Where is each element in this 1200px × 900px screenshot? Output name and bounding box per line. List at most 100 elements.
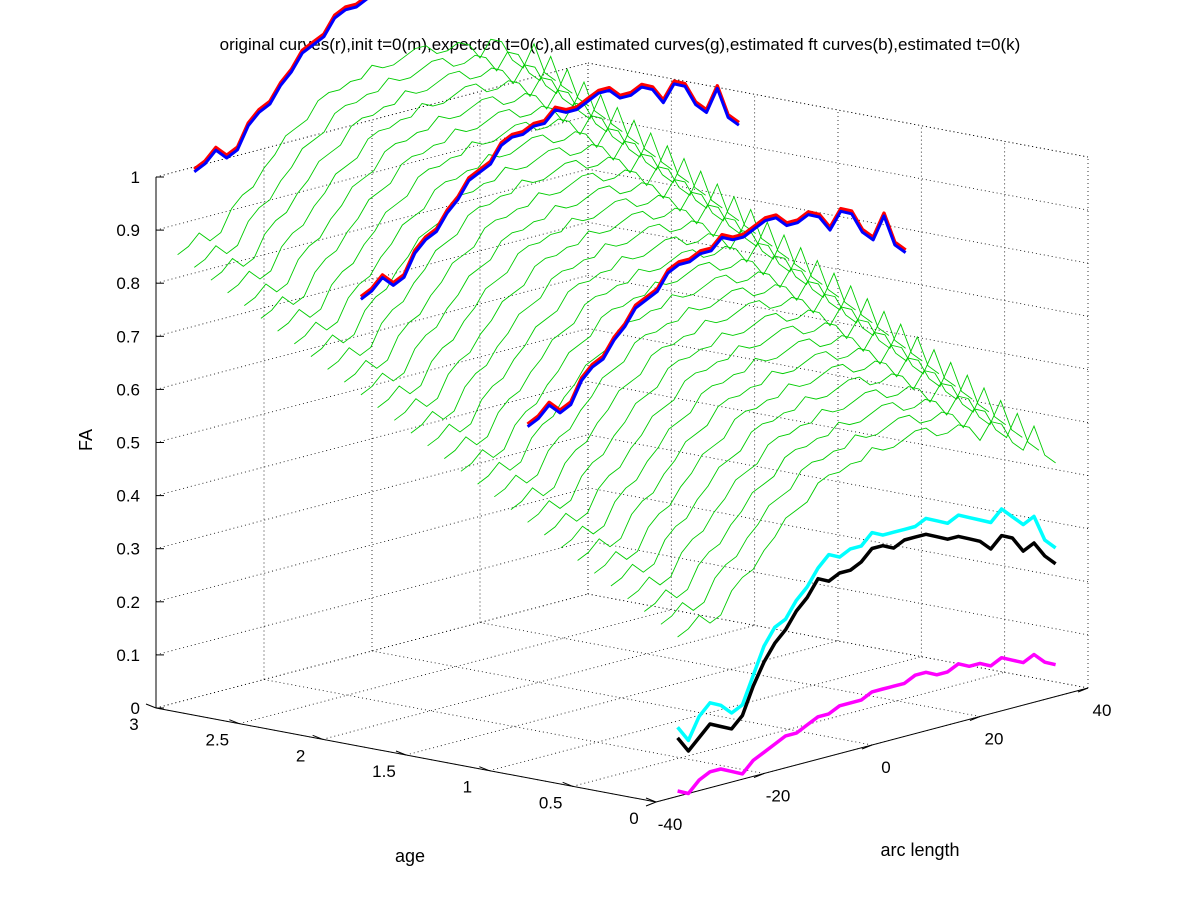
series-init-t-0: [677, 652, 1056, 796]
estimated-curve: [527, 306, 906, 523]
grid-z-side: [587, 275, 1089, 370]
y-tick-label: 0: [629, 809, 638, 828]
estimated-curve: [244, 89, 623, 306]
ylabel: age: [395, 846, 425, 866]
series-estimated-t-0: [676, 532, 1057, 753]
grid-z-side: [587, 115, 1089, 211]
x-tick-mark: [969, 716, 981, 721]
chart-title: original curves(r),init t=0(m),expected …: [220, 35, 1021, 54]
grid-z-back: [155, 275, 589, 390]
estimated-curve: [544, 319, 923, 536]
estimated-curve: [477, 268, 856, 485]
grid-z-side: [587, 62, 1089, 158]
grid-y-floor: [405, 640, 839, 756]
grid-y-floor: [322, 624, 755, 740]
x-tick-label: -40: [658, 815, 683, 834]
estimated-curve: [377, 191, 756, 408]
x-tick-label: -20: [766, 787, 791, 806]
grid-x-floor: [263, 679, 765, 774]
y-tick-label: 1: [463, 778, 472, 797]
estimated-curve: [460, 255, 840, 472]
y-tick-mark: [145, 703, 157, 709]
y-tick-label: 2.5: [206, 731, 230, 750]
y-tick-mark: [479, 766, 490, 772]
grid-z-back: [155, 221, 589, 337]
estimated-curves: [177, 38, 1056, 638]
z-tick-label: 1: [131, 168, 140, 187]
estimated-curve: [610, 370, 990, 587]
z-tick-label: 0.6: [116, 380, 140, 399]
series-expected-t-0: [676, 507, 1057, 743]
zlabel: FA: [76, 429, 96, 451]
y-tick-mark: [312, 734, 323, 740]
estimated-curve: [210, 64, 590, 281]
x-tick-label: 40: [1093, 701, 1112, 720]
estimated-curve: [677, 421, 1056, 638]
estimated-curve: [260, 102, 640, 319]
estimated-curve: [427, 229, 806, 447]
z-tick-label: 0.3: [116, 540, 140, 559]
y-tick-label: 0.5: [539, 793, 563, 812]
estimated-curve: [277, 115, 656, 332]
series-estimated-ft-curves: [526, 209, 907, 428]
estimated-curve: [444, 242, 823, 459]
y-tick-label: 3: [129, 715, 138, 734]
estimated-curve: [360, 178, 740, 396]
y-tick-label: 1.5: [372, 762, 396, 781]
estimated-curve: [410, 217, 790, 434]
grid-x-floor: [371, 650, 873, 746]
x-tick-label: 0: [881, 758, 890, 777]
tick-labels: 0 0.1 0.2 0.3 0.4 0.5 0.6 0.7 0.8 0.9 1 0 0.5 1 1.5 2 2.…: [116, 168, 1111, 834]
estimated-curve: [577, 344, 956, 561]
grid-z-side: [587, 221, 1089, 317]
z-tick-label: 0.2: [116, 593, 140, 612]
estimated-curve: [177, 38, 556, 256]
z-tick-label: 0.8: [116, 274, 140, 293]
x-tick-mark: [753, 773, 765, 778]
x-tick-mark: [1077, 687, 1089, 693]
estimated-curve: [344, 166, 723, 383]
x-tick-mark: [645, 801, 657, 807]
estimated-curve: [327, 153, 706, 370]
grid-z-side: [587, 328, 1089, 423]
grid-z-back: [155, 328, 589, 443]
estimated-curve: [560, 331, 940, 549]
estimated-curve: [510, 293, 890, 510]
estimated-curve: [310, 140, 690, 357]
z-tick-label: 0: [131, 699, 140, 718]
grid-y-floor: [489, 656, 922, 772]
y-tick-mark: [229, 719, 240, 725]
z-tick-label: 0.4: [116, 487, 140, 506]
grid-x-floor: [479, 622, 981, 717]
grid-z-side: [587, 487, 1089, 583]
z-tick-label: 0.7: [116, 327, 140, 346]
estimated-curve: [644, 395, 1023, 612]
series-original-curves: [359, 79, 740, 299]
estimated-curve: [627, 382, 1006, 600]
box-edge: [155, 62, 589, 178]
grid-z-side: [587, 168, 1089, 264]
grid-z-side: [587, 540, 1089, 636]
x-tick-mark: [861, 744, 873, 750]
z-tick-label: 0.9: [116, 221, 140, 240]
grid-y-floor: [572, 671, 1005, 787]
grid-z-back: [155, 540, 589, 656]
y-tick-label: 2: [296, 746, 305, 765]
grid-z-side: [587, 593, 1089, 689]
grid-z-back: [155, 381, 589, 496]
y-tick-mark: [645, 797, 657, 803]
estimated-curve: [660, 408, 1040, 625]
box-edge: [587, 62, 1089, 158]
grid-y-floor: [239, 609, 672, 725]
axes: [145, 176, 1089, 807]
xlabel: arc length: [880, 840, 959, 860]
estimated-curve: [494, 280, 873, 498]
grid-z-back: [155, 593, 589, 709]
z-tick-label: 0.5: [116, 434, 140, 453]
estimated-curve: [227, 76, 606, 294]
estimated-curve: [594, 357, 973, 574]
grid-z-back: [155, 434, 589, 550]
estimated-curve: [294, 127, 673, 345]
series-original-curves: [193, 0, 365, 171]
